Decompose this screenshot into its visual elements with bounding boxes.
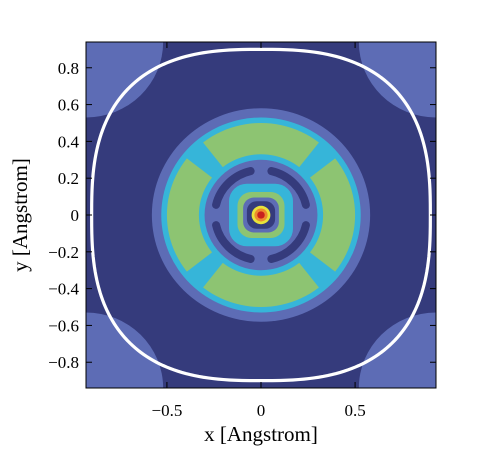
corner-lobe-3 [86, 312, 164, 388]
y-axis-title: y [Angstrom] [8, 158, 32, 272]
x-tick-label: 0.5 [344, 401, 365, 420]
contour-dark-arc-2 [212, 167, 255, 209]
x-tick-label: 0 [257, 401, 266, 420]
y-tick-label: 0.4 [58, 132, 80, 151]
y-axis-ticks: 0.8 0.6 0.4 0.2 0 −0.2 −0.4 −0.6 −0.8 [48, 59, 436, 372]
x-tick-label: −0.5 [151, 401, 182, 420]
x-axis-title: x [Angstrom] [204, 422, 318, 446]
corner-lobe-1 [86, 42, 164, 118]
contour-dark-arc-3 [212, 221, 255, 263]
y-tick-label: −0.2 [48, 243, 79, 262]
y-tick-label: 0.6 [58, 96, 79, 115]
contour-crescent-4 [309, 158, 356, 272]
plot-area [86, 42, 436, 388]
contour-dark-arc-4 [267, 221, 310, 263]
x-axis-ticks: −0.5 0 0.5 [151, 42, 366, 420]
contour-dark-arc-1 [267, 167, 310, 209]
corner-lobe-4 [358, 312, 436, 388]
y-tick-label: 0 [71, 206, 80, 225]
y-tick-label: 0.2 [58, 169, 79, 188]
contour-crescent-2 [166, 158, 213, 272]
contour-crescent-3 [203, 262, 319, 308]
contour-crescent-1 [203, 122, 319, 168]
peak-disc-core [257, 211, 265, 219]
y-tick-label: 0.8 [58, 59, 79, 78]
corner-lobe-2 [358, 42, 436, 118]
y-tick-label: −0.8 [48, 353, 79, 372]
y-tick-label: −0.4 [48, 280, 79, 299]
y-tick-label: −0.6 [48, 316, 79, 335]
